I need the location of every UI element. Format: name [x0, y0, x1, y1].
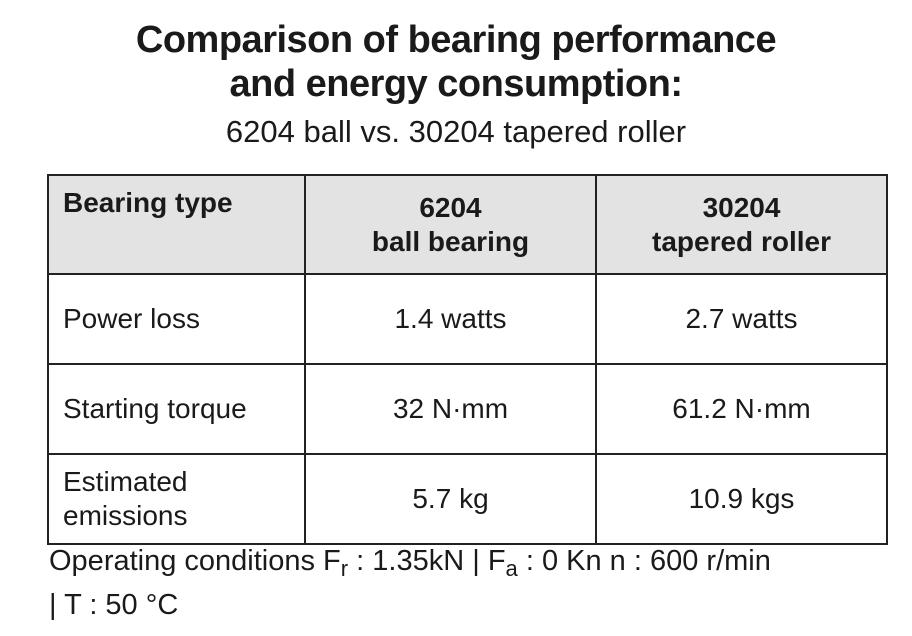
page-subtitle: 6204 ball vs. 30204 tapered roller	[225, 114, 687, 149]
table-row-starting-torque: Starting torque 32 N·mm 61.2 N·mm	[47, 363, 888, 455]
note-part-3: : 0 Kn n : 600 r/min	[517, 545, 771, 577]
header-roller-type: tapered roller	[652, 225, 831, 257]
header-tapered-roller: 30204 tapered roller	[595, 174, 888, 275]
header-ball-bearing: 6204 ball bearing	[304, 174, 597, 275]
operating-conditions-note: Operating conditions Fr : 1.35kN | Fa : …	[49, 543, 889, 623]
note-subscript-r: r	[340, 556, 349, 581]
note-part-2: : 1.35kN | F	[348, 545, 506, 577]
row-label-power-loss: Power loss	[47, 273, 306, 365]
row-label-estimated-emissions: Estimated emissions	[47, 453, 306, 545]
table-row-estimated-emissions: Estimated emissions 5.7 kg 10.9 kgs	[47, 453, 888, 545]
note-line-2: | T : 50 °C	[49, 589, 179, 621]
header-ball-type: ball bearing	[371, 225, 530, 257]
header-ball-model: 6204	[419, 191, 482, 223]
header-roller-model: 30204	[702, 191, 781, 223]
cell-roller-power-loss: 2.7 watts	[595, 273, 888, 365]
comparison-table: Bearing type 6204 ball bearing 30204 tap…	[47, 174, 888, 545]
cell-roller-emissions: 10.9 kgs	[595, 453, 888, 545]
page-title-line-2: and energy consumption:	[229, 63, 683, 105]
page-title-line-1: Comparison of bearing performance	[135, 19, 777, 61]
table-row-power-loss: Power loss 1.4 watts 2.7 watts	[47, 273, 888, 365]
row-label-emissions-line-2: emissions	[63, 500, 188, 531]
cell-ball-power-loss: 1.4 watts	[304, 273, 597, 365]
cell-ball-emissions: 5.7 kg	[304, 453, 597, 545]
note-part-1: Operating conditions F	[49, 545, 341, 577]
cell-ball-starting-torque: 32 N·mm	[304, 363, 597, 455]
table-header-row: Bearing type 6204 ball bearing 30204 tap…	[47, 174, 888, 275]
row-label-emissions-line-1: Estimated	[63, 466, 188, 497]
note-subscript-a: a	[505, 556, 518, 581]
header-bearing-type: Bearing type	[47, 174, 306, 275]
cell-roller-starting-torque: 61.2 N·mm	[595, 363, 888, 455]
row-label-starting-torque: Starting torque	[47, 363, 306, 455]
